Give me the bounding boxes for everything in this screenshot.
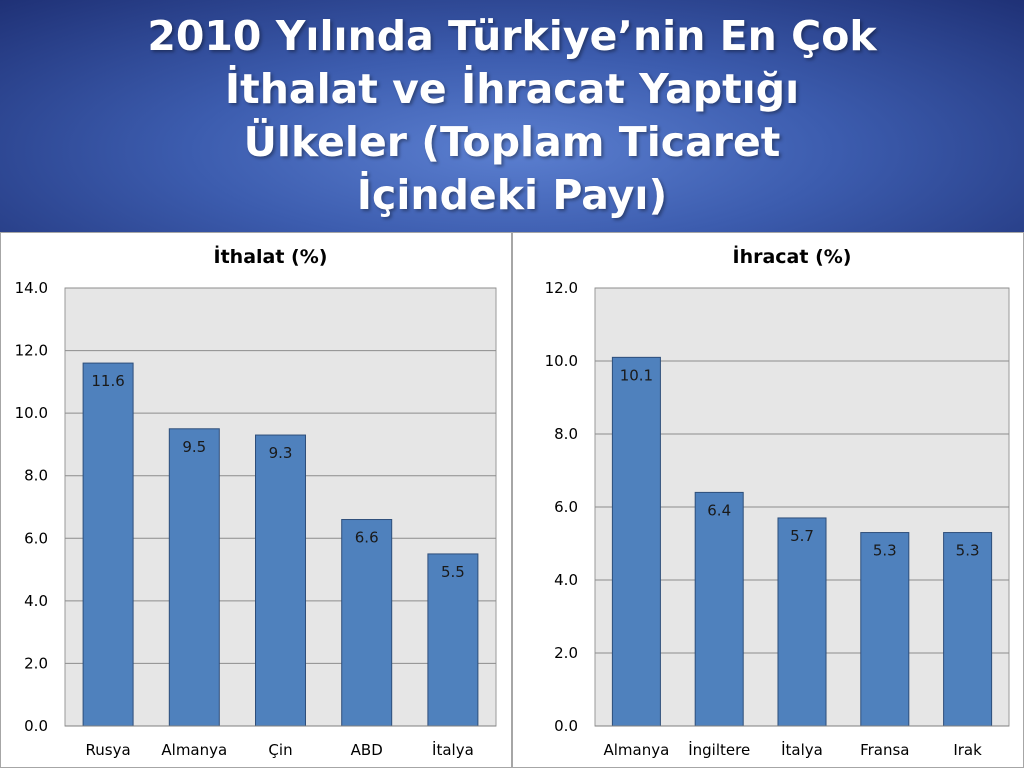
y-tick-label: 0.0: [24, 717, 48, 735]
category-label: ABD: [351, 741, 383, 759]
bar: [255, 434, 306, 727]
y-tick-label: 6.0: [554, 498, 578, 516]
data-label: 9.3: [269, 444, 293, 462]
y-tick-label: 8.0: [24, 467, 48, 485]
category-label: Almanya: [603, 741, 669, 759]
imports-chart: İthalat (%) 0.0 2.0 4.0 6.0 8.0 10.0 12.0 14.0 11…: [15, 244, 497, 759]
y-tick-label: 10.0: [15, 404, 48, 422]
bar: [341, 519, 393, 727]
data-label: 11.6: [91, 372, 124, 390]
category-label: Almanya: [161, 741, 227, 759]
data-label: 9.5: [182, 438, 206, 456]
data-label: 5.3: [956, 542, 980, 560]
category-label: İtalya: [432, 740, 474, 759]
bar: [860, 532, 910, 727]
bar: [694, 491, 744, 727]
chart-title: İthalat (%): [214, 244, 328, 268]
category-label: Irak: [953, 741, 982, 759]
category-label: Fransa: [860, 741, 909, 759]
slide-header: 2010 Yılında Türkiye’nin En Çok İthalat …: [0, 0, 1024, 232]
bar: [777, 517, 827, 727]
exports-chart: İhracat (%) 0.0 2.0 4.0 6.0 8.0 10.0 12.0 10.1 Al…: [545, 244, 1010, 759]
chart-title: İhracat (%): [733, 244, 852, 268]
y-tick-label: 2.0: [554, 644, 578, 662]
slide-title-line-4: İçindeki Payı): [356, 171, 668, 219]
y-tick-label: 0.0: [554, 717, 578, 735]
y-tick-label: 6.0: [24, 529, 48, 547]
data-label: 6.4: [707, 501, 731, 519]
y-tick-label: 14.0: [15, 279, 48, 297]
category-label: İngiltere: [688, 740, 750, 759]
slide-title: 2010 Yılında Türkiye’nin En Çok İthalat …: [40, 10, 984, 222]
bar: [611, 356, 661, 727]
category-label: Çin: [268, 741, 292, 759]
slide-title-line-3: Ülkeler (Toplam Ticaret: [243, 118, 781, 166]
bar: [427, 553, 479, 727]
y-tick-label: 8.0: [554, 425, 578, 443]
slide-title-line-1: 2010 Yılında Türkiye’nin En Çok: [147, 12, 877, 60]
data-label: 6.6: [355, 529, 379, 547]
y-tick-label: 12.0: [545, 279, 578, 297]
data-label: 5.7: [790, 527, 814, 545]
slide-title-line-2: İthalat ve İhracat Yaptığı: [224, 65, 800, 113]
y-tick-label: 4.0: [554, 571, 578, 589]
y-tick-label: 12.0: [15, 342, 48, 360]
data-label: 10.1: [620, 366, 653, 384]
exports-chart-panel: İhracat (%) 0.0 2.0 4.0 6.0 8.0 10.0 12.0 10.1 Al…: [512, 232, 1024, 768]
bar: [82, 362, 134, 727]
y-tick-label: 10.0: [545, 352, 578, 370]
data-label: 5.3: [873, 542, 897, 560]
bar: [943, 532, 993, 727]
y-tick-label: 2.0: [24, 654, 48, 672]
category-label: İtalya: [781, 740, 823, 759]
data-label: 5.5: [441, 563, 465, 581]
bar: [168, 428, 220, 727]
category-label: Rusya: [86, 741, 131, 759]
y-tick-label: 4.0: [24, 592, 48, 610]
imports-chart-panel: İthalat (%) 0.0 2.0 4.0 6.0 8.0 10.0 12.0 14.0 11…: [0, 232, 512, 768]
